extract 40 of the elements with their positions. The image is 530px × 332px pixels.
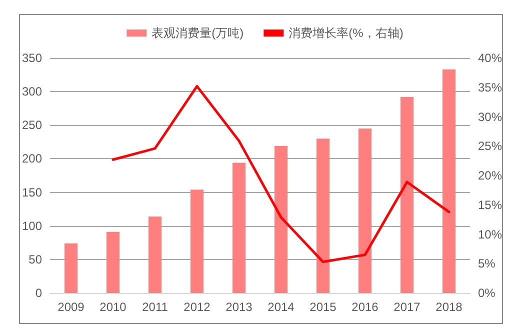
x-tick-label: 2011: [142, 300, 168, 314]
y-tick-label: 300: [22, 84, 42, 99]
y2-tick-label: 10%: [478, 227, 502, 242]
bar: [190, 190, 204, 293]
y2-tick-label: 20%: [478, 168, 502, 182]
bar: [148, 216, 162, 293]
bar: [64, 243, 78, 293]
y-tick-label: 0: [35, 286, 42, 300]
bar: [106, 232, 120, 293]
y-tick-label: 350: [22, 51, 42, 65]
x-tick-label: 2018: [436, 300, 463, 314]
x-tick-label: 2013: [226, 300, 253, 314]
y-tick-label: 250: [22, 118, 42, 132]
legend-label: 表观消费量(万吨): [152, 26, 244, 40]
y2-tick-label: 0%: [478, 286, 496, 300]
x-tick-label: 2016: [352, 300, 379, 314]
y-tick-label: 200: [22, 152, 42, 166]
bar: [442, 69, 456, 293]
y-tick-label: 150: [22, 185, 42, 200]
y2-tick-label: 30%: [478, 110, 502, 124]
bar: [400, 96, 414, 293]
y2-tick-label: 15%: [478, 198, 502, 212]
y-tick-label: 100: [22, 218, 42, 233]
legend-label: 消费增长率(%，右轴): [288, 26, 404, 40]
x-tick-label: 2010: [100, 300, 127, 314]
y2-tick-label: 40%: [478, 51, 502, 65]
line-series: [112, 84, 450, 264]
bar: [358, 128, 372, 293]
y-tick-label: 50: [28, 252, 42, 266]
x-tick-label: 2009: [58, 300, 85, 314]
y2-tick-label: 5%: [478, 256, 496, 271]
y2-tick-label: 35%: [478, 80, 502, 94]
x-tick-label: 2012: [184, 300, 211, 314]
x-tick-label: 2014: [268, 300, 295, 314]
bar: [274, 146, 288, 293]
x-tick-label: 2017: [394, 300, 421, 314]
x-tick-label: 2015: [310, 300, 337, 314]
y2-tick-label: 25%: [478, 139, 502, 154]
bar: [232, 162, 246, 293]
bar: [316, 138, 330, 293]
